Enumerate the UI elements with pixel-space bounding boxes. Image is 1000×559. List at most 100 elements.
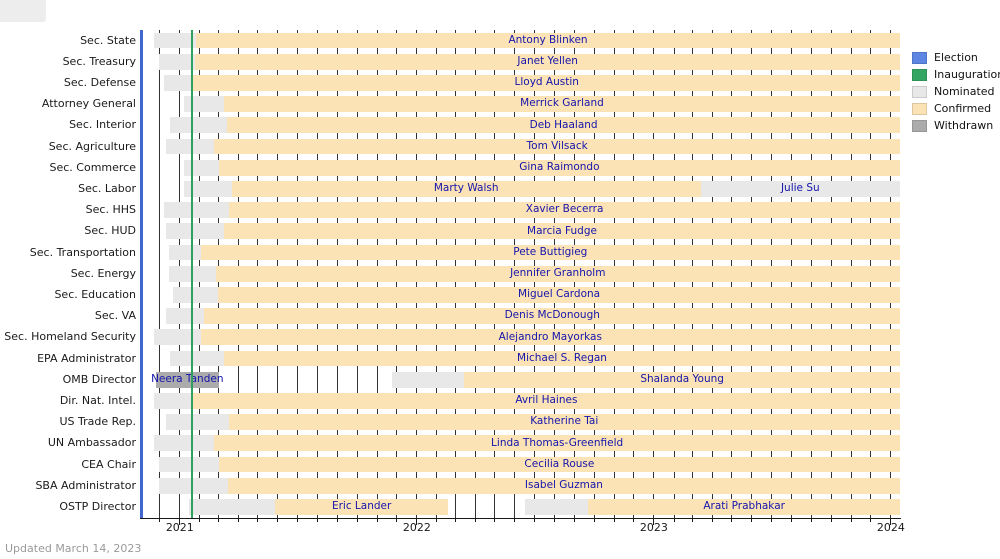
legend-label: Inauguration	[934, 68, 1000, 81]
updated-note: Updated March 14, 2023	[5, 542, 142, 555]
bar-nominated	[183, 159, 219, 176]
election-line	[140, 30, 143, 518]
row-label: Sec. State	[80, 33, 136, 47]
bar-confirmed	[228, 414, 900, 431]
month-tick	[870, 518, 872, 522]
year-tick	[653, 518, 655, 525]
month-tick	[514, 518, 516, 522]
bar-confirmed	[218, 159, 900, 176]
person-label: Janet Yellen	[517, 55, 578, 68]
bar-nominated	[165, 308, 205, 325]
bar-nominated	[170, 350, 224, 367]
person-label: Jennifer Granholm	[510, 267, 606, 280]
month-tick	[316, 518, 318, 522]
month-tick	[770, 518, 772, 522]
bar-nominated	[164, 75, 194, 91]
row-label: Sec. HUD	[84, 224, 136, 238]
year-tick-label: 2022	[402, 521, 431, 534]
legend-item: Election	[912, 51, 1000, 65]
row-label: Sec. Labor	[78, 181, 136, 195]
person-label: Lloyd Austin	[514, 76, 579, 89]
bar-confirmed	[200, 329, 900, 346]
row-label: Sec. HHS	[85, 203, 136, 217]
bar-nominated	[163, 202, 230, 219]
month-tick	[711, 518, 713, 522]
person-label: Alejandro Mayorkas	[498, 330, 602, 343]
bar-confirmed	[200, 244, 900, 261]
month-tick	[574, 518, 576, 522]
corner-artifact	[0, 0, 46, 22]
bar-nominated	[165, 138, 215, 155]
person-label: Katherine Tai	[530, 415, 599, 428]
row-label: Sec. Treasury	[62, 54, 136, 68]
row-label: OSTP Director	[59, 499, 136, 513]
bar-confirmed	[214, 435, 900, 452]
month-tick	[474, 518, 476, 522]
month-tick	[217, 518, 219, 522]
person-label: Neera Tanden	[151, 373, 224, 386]
month-tick	[633, 518, 635, 522]
month-tick	[356, 518, 358, 522]
bar-nominated	[154, 435, 215, 452]
row-label: Dir. Nat. Intel.	[59, 393, 136, 407]
row-label: Sec. Defense	[63, 75, 136, 89]
legend-label: Election	[934, 51, 978, 64]
month-tick	[277, 518, 279, 522]
person-label: Miguel Cardona	[518, 288, 601, 301]
bar-nominated	[173, 287, 219, 303]
bar-confirmed	[227, 477, 900, 494]
bar-confirmed	[215, 265, 900, 282]
bar-nominated	[525, 499, 589, 515]
month-tick	[159, 518, 161, 522]
person-label: Isabel Guzman	[524, 479, 603, 491]
legend-item: Nominated	[912, 85, 1000, 99]
bar-nominated	[700, 181, 900, 197]
legend-label: Confirmed	[934, 102, 992, 115]
legend-item: Withdrawn	[912, 119, 1000, 133]
legend-label: Nominated	[934, 85, 995, 98]
row-label: Sec. Commerce	[49, 160, 137, 174]
month-tick	[237, 518, 239, 522]
person-label: Arati Prabhakar	[703, 500, 785, 513]
legend-swatch	[912, 69, 927, 81]
month-tick	[830, 518, 832, 522]
month-tick	[257, 518, 259, 522]
row-label: Sec. Education	[54, 287, 136, 301]
month-tick	[791, 518, 793, 522]
row-label: Sec. Interior	[69, 118, 136, 132]
row-label: Sec. Agriculture	[48, 139, 136, 153]
legend-item: Inauguration	[912, 68, 1000, 82]
bar-nominated	[159, 477, 228, 494]
month-tick	[199, 518, 201, 522]
bar-nominated	[183, 96, 224, 113]
bar-nominated	[170, 117, 228, 134]
bar-confirmed	[223, 350, 900, 367]
month-tick	[454, 518, 456, 522]
month-tick	[731, 518, 733, 522]
row-label: Sec. VA	[94, 309, 136, 323]
year-tick	[416, 518, 418, 525]
bar-nominated	[165, 414, 229, 431]
person-label: Antony Blinken	[508, 33, 588, 46]
month-tick	[396, 518, 398, 522]
bar-confirmed	[192, 393, 900, 409]
bar-confirmed	[196, 32, 900, 49]
row-label: Sec. Homeland Security	[4, 330, 136, 344]
bar-nominated	[154, 393, 193, 409]
person-label: Michael S. Regan	[517, 351, 607, 364]
month-tick	[376, 518, 378, 522]
bar-nominated	[159, 456, 219, 473]
bar-confirmed	[193, 75, 900, 91]
legend-swatch	[912, 120, 927, 132]
month-tick	[673, 518, 675, 522]
bar-confirmed	[223, 96, 900, 113]
bar-nominated	[154, 32, 197, 49]
month-tick	[691, 518, 693, 522]
month-tick	[554, 518, 556, 522]
row-label: Sec. Energy	[70, 266, 136, 280]
bar-confirmed	[275, 499, 448, 515]
row-label: EPA Administrator	[37, 351, 136, 365]
row-label: SBA Administrator	[35, 478, 136, 492]
row-label: Attorney General	[41, 97, 136, 111]
